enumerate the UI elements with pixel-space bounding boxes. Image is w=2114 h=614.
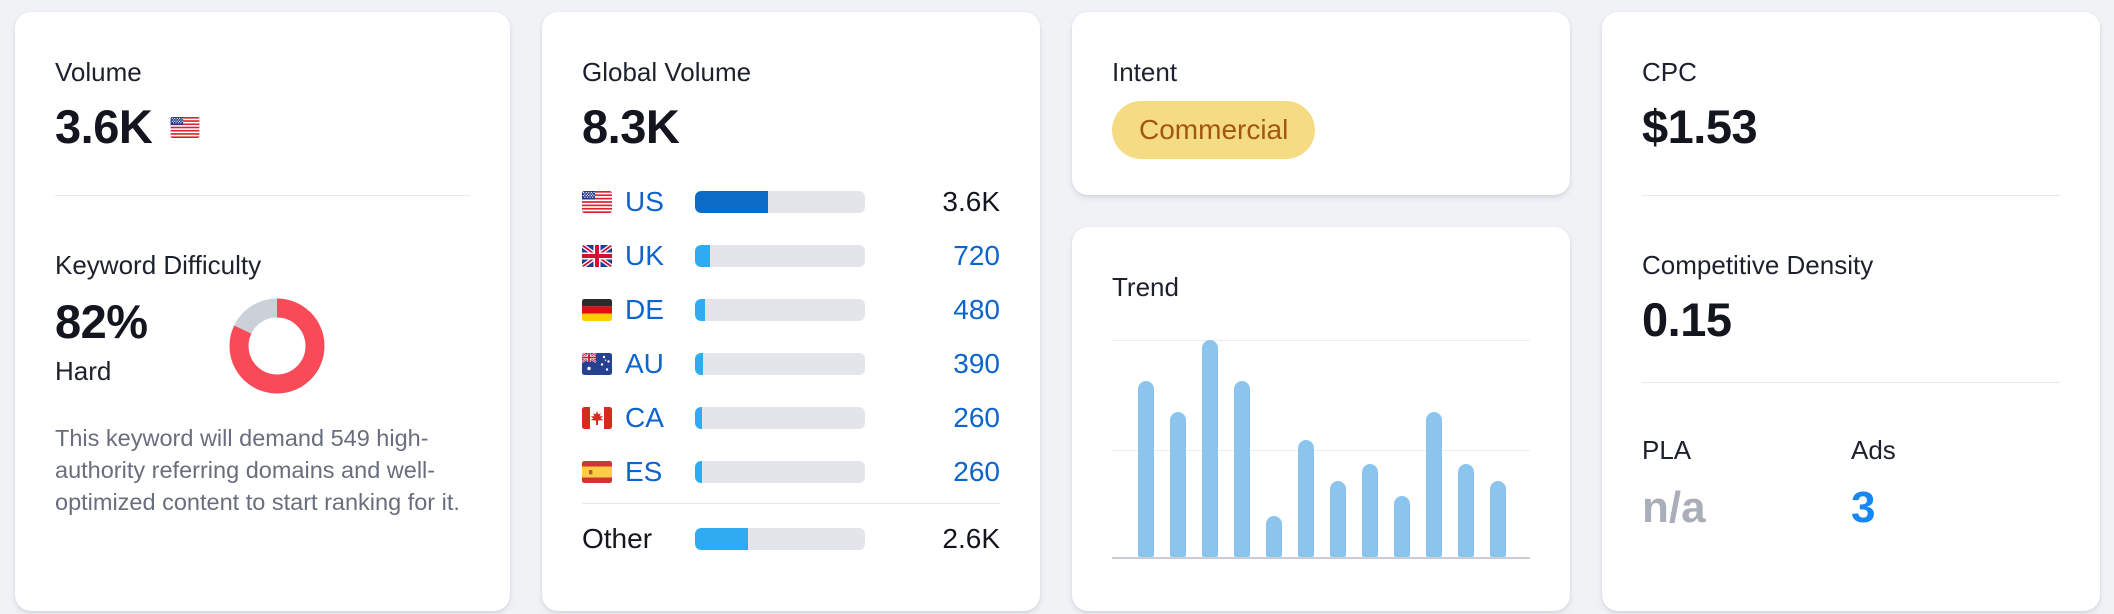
pla-value: n/a [1642,483,1706,532]
country-volume-row: ES 260 [582,445,1000,499]
trend-bar [1234,381,1250,557]
country-volume-value[interactable]: 3.6K [942,186,1000,217]
other-divider [582,503,1000,504]
trend-bar [1490,481,1506,557]
trend-bar [1298,439,1314,557]
flag-us-icon [582,191,612,213]
country-volume-bar-fill [695,461,702,483]
flag-ca-icon [582,407,612,429]
trend-bar [1458,463,1474,557]
trend-label: Trend [1112,272,1179,302]
trend-bar [1362,463,1378,557]
country-volume-list: US 3.6K UK 720 DE 480 AU [582,175,1000,499]
section-divider [55,195,470,196]
country-volume-row: UK 720 [582,229,1000,283]
country-code-link[interactable]: CA [625,402,664,433]
keyword-difficulty-percent: 82% [55,295,148,348]
volume-value: 3.6K [55,100,153,153]
section-divider [1642,382,2060,383]
cpc-value: $1.53 [1642,100,1758,153]
volume-card: Volume 3.6K Keyword Difficulty 82% Hard [15,12,510,611]
trend-card: Trend [1072,227,1570,611]
other-label: Other [582,523,653,554]
volume-label: Volume [55,57,142,87]
country-volume-bar-fill [695,407,702,429]
global-volume-label: Global Volume [582,57,752,87]
country-volume-value[interactable]: 260 [953,402,1000,433]
ads-block: Ads 3 [1851,435,2060,531]
country-volume-bar [695,461,865,483]
country-volume-value[interactable]: 720 [953,240,1000,271]
country-volume-bar [695,407,865,429]
country-volume-row: AU 390 [582,337,1000,391]
global-volume-value: 8.3K [582,100,680,153]
country-volume-value[interactable]: 390 [953,348,1000,379]
pla-block: PLA n/a [1642,435,1851,531]
keyword-difficulty-description: This keyword will demand 549 high-author… [55,425,460,515]
country-volume-row: DE 480 [582,283,1000,337]
trend-bar [1170,411,1186,557]
trend-bar-chart [1112,340,1530,559]
trend-bar [1138,381,1154,557]
ads-label: Ads [1851,435,1896,465]
trend-bar [1426,411,1442,557]
flag-es-icon [582,461,612,483]
other-volume-row: Other 2.6K [582,512,1000,566]
trend-bar [1266,515,1282,557]
trend-bar [1330,481,1346,557]
country-code-link[interactable]: DE [625,294,664,325]
country-volume-bar-fill [695,191,769,213]
country-volume-row: US 3.6K [582,175,1000,229]
gridline-middle [1112,449,1530,451]
section-divider [1642,195,2060,196]
other-volume-bar [695,528,865,550]
country-code-link[interactable]: US [625,186,664,217]
country-volume-row: CA 260 [582,391,1000,445]
country-volume-bar [695,245,865,267]
flag-de-icon [582,299,612,321]
country-volume-bar-fill [695,299,705,321]
chart-baseline [1112,557,1530,559]
country-volume-value[interactable]: 260 [953,456,1000,487]
gridline-top [1112,340,1530,341]
intent-card: Intent Commercial [1072,12,1570,195]
flag-au-icon [582,353,612,375]
trend-bar [1394,496,1410,557]
country-volume-bar [695,191,865,213]
competitive-density-label: Competitive Density [1642,250,1874,280]
ads-value[interactable]: 3 [1851,483,1876,532]
other-volume-value: 2.6K [942,523,1000,554]
country-code-link[interactable]: AU [625,348,664,379]
trend-bars [1138,340,1506,557]
global-volume-card: Global Volume 8.3K US 3.6K UK 720 DE [542,12,1040,611]
country-volume-bar-fill [695,353,703,375]
intent-trend-column: Intent Commercial Trend [1072,12,1570,611]
intent-label: Intent [1112,57,1178,87]
country-volume-bar [695,353,865,375]
trend-bar [1202,340,1218,557]
other-volume-bar-fill [695,528,748,550]
country-code-link[interactable]: UK [625,240,664,271]
flag-uk-icon [582,245,612,267]
country-volume-value[interactable]: 480 [953,294,1000,325]
flag-us-icon [170,116,200,138]
country-code-link[interactable]: ES [625,456,663,487]
cpc-label: CPC [1642,57,1697,87]
difficulty-donut-chart [229,298,325,394]
pla-label: PLA [1642,435,1692,465]
country-volume-bar [695,299,865,321]
keyword-difficulty-label: Keyword Difficulty [55,250,262,280]
cpc-card: CPC $1.53 Competitive Density 0.15 PLA n… [1602,12,2100,611]
competitive-density-value: 0.15 [1642,293,1732,346]
country-volume-bar-fill [695,245,710,267]
keyword-difficulty-level: Hard [55,356,112,386]
intent-commercial-badge: Commercial [1112,101,1316,159]
